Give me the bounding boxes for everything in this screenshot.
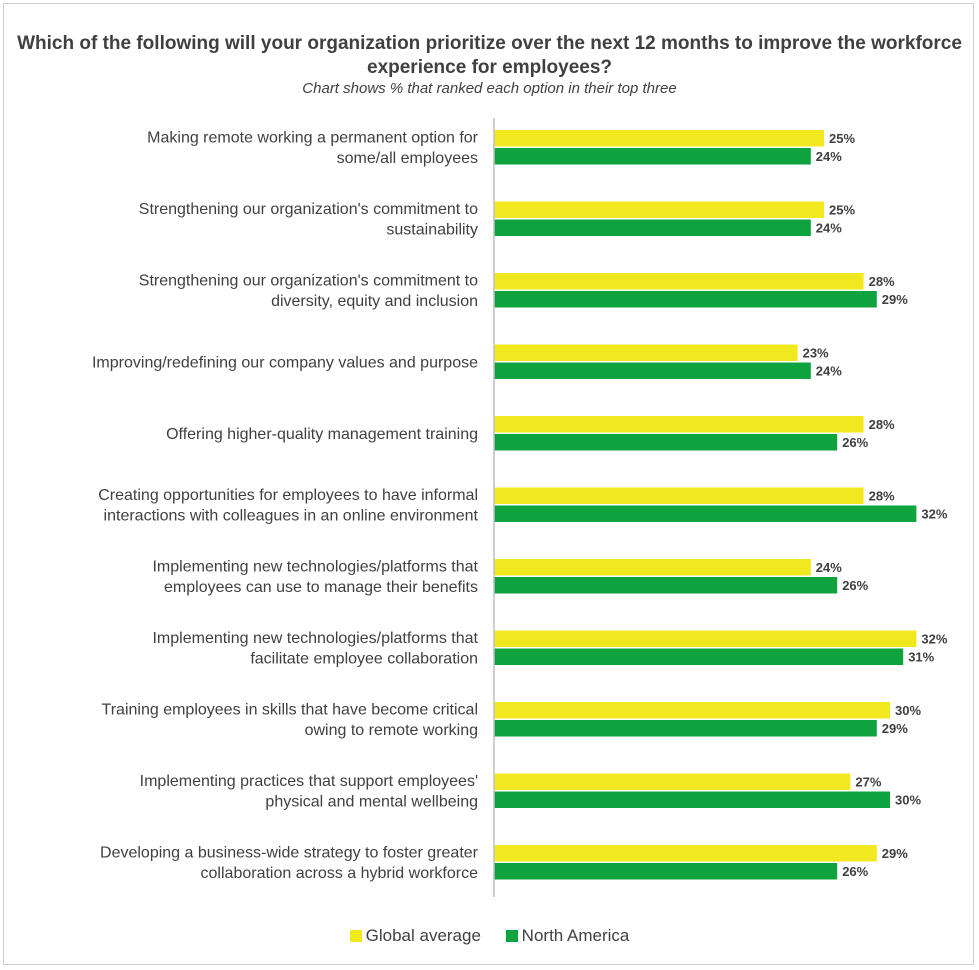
value-label-north-america-9: 30%: [895, 792, 921, 807]
legend-label-global: Global average: [365, 926, 481, 945]
bar-global-8: [494, 702, 890, 719]
legend: Global average North America: [0, 926, 979, 946]
legend-item-global: Global average: [349, 926, 481, 946]
category-label-6: Implementing new technologies/platforms …: [152, 559, 478, 597]
bar-north-america-8: [494, 720, 877, 737]
bar-global-10: [494, 845, 877, 862]
value-label-north-america-10: 26%: [842, 864, 868, 879]
value-label-global-9: 27%: [855, 774, 881, 789]
legend-swatch-north-america: [505, 930, 518, 942]
value-label-north-america-2: 29%: [882, 292, 908, 307]
value-label-north-america-1: 24%: [816, 220, 842, 235]
value-label-global-0: 25%: [829, 131, 855, 146]
category-label-9: Implementing practices that support empl…: [140, 773, 478, 811]
bar-north-america-1: [494, 219, 811, 236]
bar-north-america-2: [494, 291, 877, 308]
category-label-7: Implementing new technologies/platforms …: [152, 630, 478, 668]
bar-global-4: [494, 416, 864, 433]
category-label-10: Developing a business-wide strategy to f…: [100, 845, 479, 883]
bar-north-america-7: [494, 648, 904, 665]
value-label-global-2: 28%: [869, 274, 895, 289]
bar-north-america-6: [494, 577, 838, 594]
category-labels: Making remote working a permanent option…: [92, 130, 479, 883]
bar-global-7: [494, 630, 917, 647]
bar-group: [494, 130, 917, 880]
chart-subtitle-text: Chart shows % that ranked each option in…: [302, 80, 677, 97]
bar-north-america-0: [494, 148, 811, 165]
bar-north-america-5: [494, 505, 917, 522]
category-label-2: Strengthening our organization's commitm…: [139, 273, 478, 311]
chart-subtitle: Chart shows % that ranked each option in…: [0, 79, 979, 99]
value-label-global-3: 23%: [803, 345, 829, 360]
value-label-global-7: 32%: [921, 631, 947, 646]
category-label-1: Strengthening our organization's commitm…: [139, 201, 478, 239]
bar-north-america-10: [494, 863, 838, 880]
category-label-4: Offering higher-quality management train…: [166, 426, 478, 443]
value-label-north-america-0: 24%: [816, 149, 842, 164]
value-label-global-1: 25%: [829, 202, 855, 217]
bar-north-america-9: [494, 791, 890, 808]
category-label-0: Making remote working a permanent option…: [147, 130, 479, 168]
bar-global-1: [494, 201, 824, 218]
category-label-3: Improving/redefining our company values …: [92, 354, 478, 371]
bar-north-america-3: [494, 362, 811, 379]
bar-north-america-4: [494, 434, 838, 451]
value-label-global-4: 28%: [869, 417, 895, 432]
value-label-north-america-4: 26%: [842, 435, 868, 450]
value-label-global-8: 30%: [895, 703, 921, 718]
chart-title: Which of the following will your organiz…: [0, 32, 979, 80]
value-label-global-6: 24%: [816, 560, 842, 575]
category-label-5: Creating opportunities for employees to …: [98, 487, 478, 525]
value-label-north-america-6: 26%: [842, 578, 868, 593]
bar-global-5: [494, 487, 864, 504]
legend-item-north-america: North America: [505, 926, 630, 946]
value-label-north-america-3: 24%: [816, 363, 842, 378]
bar-global-3: [494, 344, 798, 361]
bar-global-9: [494, 773, 851, 790]
value-label-global-5: 28%: [869, 488, 895, 503]
value-label-north-america-7: 31%: [908, 649, 934, 664]
bar-global-2: [494, 273, 864, 290]
value-label-north-america-8: 29%: [882, 721, 908, 736]
bar-global-0: [494, 130, 824, 147]
value-labels: 25%24%25%24%28%29%23%24%28%26%28%32%24%2…: [803, 131, 948, 879]
value-label-global-10: 29%: [882, 846, 908, 861]
value-label-north-america-5: 32%: [921, 506, 947, 521]
legend-swatch-global: [349, 930, 362, 942]
category-label-8: Training employees in skills that have b…: [102, 702, 478, 740]
legend-label-north-america: North America: [521, 926, 630, 945]
bar-global-6: [494, 559, 811, 576]
chart-title-text: Which of the following will your organiz…: [17, 33, 962, 78]
